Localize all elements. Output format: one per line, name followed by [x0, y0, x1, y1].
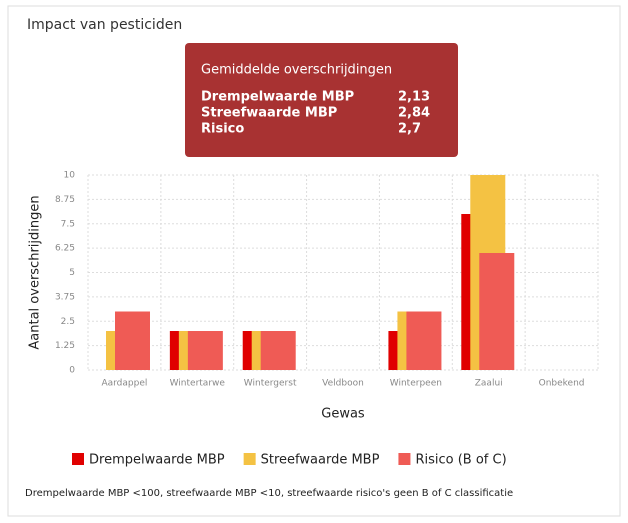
- tooltip-value: 2,84: [398, 106, 430, 121]
- legend-swatch: [243, 453, 256, 465]
- y-tick-label: 2.5: [61, 317, 75, 327]
- x-tick-label: Aardappel: [101, 379, 147, 389]
- bar: [260, 331, 296, 370]
- x-tick-label: Winterpeen: [390, 379, 442, 389]
- tooltip-label: Drempelwaarde MBP: [201, 90, 354, 105]
- y-tick-label: 6.25: [55, 244, 75, 254]
- y-tick-label: 3.75: [55, 292, 75, 302]
- tooltip-value: 2,7: [398, 122, 421, 137]
- bar: [479, 253, 515, 370]
- x-tick-label: Zaalui: [475, 379, 503, 389]
- y-tick-label: 5: [69, 268, 75, 278]
- bar: [115, 311, 150, 370]
- y-axis-label: Aantal overschrijdingen: [28, 195, 43, 349]
- legend-swatch: [72, 453, 84, 465]
- legend-label: Risico (B of C): [415, 453, 506, 468]
- tooltip-label: Streefwaarde MBP: [201, 106, 337, 121]
- y-tick-label: 8.75: [55, 195, 75, 205]
- x-tick-label: Veldboon: [322, 379, 364, 389]
- x-tick-label: Wintergerst: [244, 379, 297, 389]
- panel-title: Impact van pesticiden: [27, 17, 182, 33]
- tooltip-label: Risico: [201, 122, 244, 137]
- tooltip-rows: Drempelwaarde MBP 2,13 Streefwaarde MBP 2,8…: [201, 90, 430, 137]
- y-tick-label: 10: [64, 171, 76, 181]
- bar: [187, 331, 223, 370]
- legend-label: Streefwaarde MBP: [261, 453, 380, 468]
- tooltip-title: Gemiddelde overschrijdingen: [201, 63, 392, 78]
- bar: [406, 311, 442, 370]
- x-tick-label: Wintertarwe: [170, 379, 226, 389]
- chart: 0 1.25 2.5 3.75 5 6.25 7.5 8.75 10 Aantal oversch…: [28, 171, 599, 468]
- x-tick-label: Onbekend: [539, 379, 585, 389]
- y-tick-label: 1.25: [55, 341, 75, 351]
- y-tick-label: 0: [69, 366, 75, 376]
- y-tick-label: 7.5: [61, 219, 75, 229]
- x-axis-label: Gewas: [321, 407, 365, 422]
- tooltip-value: 2,13: [398, 90, 430, 105]
- legend-swatch: [398, 453, 411, 465]
- footnote: Drempelwaarde MBP <100, streefwaarde MBP…: [25, 488, 513, 499]
- tooltip: [185, 43, 458, 157]
- legend-label: Drempelwaarde MBP: [89, 453, 225, 468]
